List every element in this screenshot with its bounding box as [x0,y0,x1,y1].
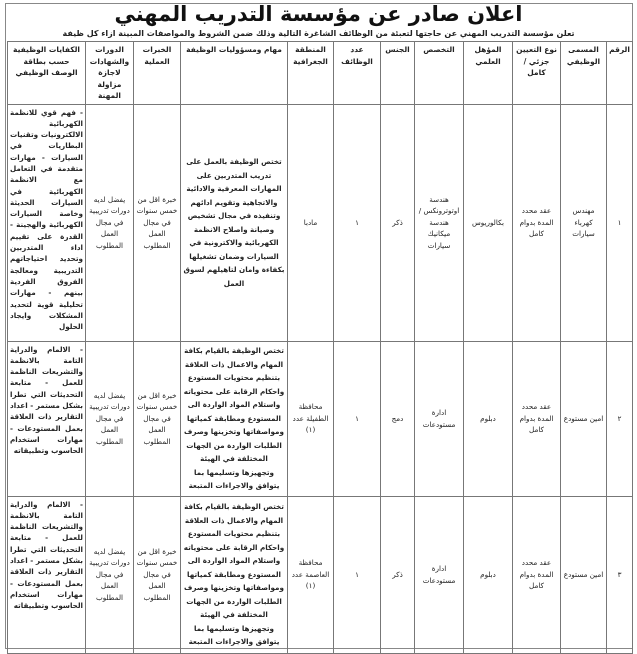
header-tasks: مهام ومسؤوليات الوظيفة [180,41,288,105]
cell-appointment-type: عقد محدد المدة بدوام كامل [512,495,561,654]
jobs-table: الرقم المسمى الوظيفي نوع التعيين جزئي / … [7,41,633,654]
cell-courses: يفضل لديه دورات تدريبية في مجال العمل ال… [85,103,134,342]
page-subtitle: تعلن مؤسسة التدريب المهني عن حاجتها لتعب… [62,29,575,38]
cell-tasks: تختص الوظيفة بالعمل على تدريب المتدربين … [180,103,288,342]
cell-gender: ذكر [380,103,415,342]
header-experience: الخبرات العملية [133,41,181,105]
header-gender: الجنس [380,41,415,105]
header-job-title: المسمى الوظيفي [560,41,607,105]
table-row: ٢ امين مستودع عقد محدد المدة بدوام كامل … [7,340,633,497]
cell-tasks: تختص الوظيفة بالقيام بكافة المهام والاعم… [180,495,288,654]
cell-major: ادارة مستودعات [414,495,464,654]
cell-number: ١ [606,103,633,342]
cell-competencies: - الالمام والدراية التامة بالانظمة والتش… [7,495,86,654]
cell-competencies: - فهم قوي للانظمة الكهربائية الالكترونيا… [7,103,86,342]
table-row: ٣ امين مستودع عقد محدد المدة بدوام كامل … [7,495,633,654]
cell-job-title: امين مستودع [560,340,607,497]
cell-experience: خبرة اقل من خمس سنوات في مجال العمل المط… [133,103,181,342]
header-major: التخصص [414,41,464,105]
table-row: ١ مهندس كهرباء سيارات عقد محدد المدة بدو… [7,103,633,342]
header-courses: الدورات والشهادات لاجازة مزاولة المهنة [85,41,134,105]
cell-major: ادارة مستودعات [414,340,464,497]
cell-region: محافظة العاصمة عدد (١) [287,495,334,654]
cell-gender: ذكر [380,495,415,654]
page-title: اعلان صادر عن مؤسسة التدريب المهني [114,2,523,26]
cell-gender: دمج [380,340,415,497]
cell-competencies: - الالمام والدراية التامة بالانظمة والتش… [7,340,86,497]
table-header: الرقم المسمى الوظيفي نوع التعيين جزئي / … [7,41,633,105]
cell-region: محافظة الطفيلة عدد (١) [287,340,334,497]
cell-number: ٣ [606,495,633,654]
cell-qualification: دبلوم [463,340,513,497]
cell-region: مادبا [287,103,334,342]
cell-appointment-type: عقد محدد المدة بدوام كامل [512,340,561,497]
cell-appointment-type: عقد محدد المدة بدوام كامل [512,103,561,342]
cell-qualification: دبلوم [463,495,513,654]
cell-qualification: بكالوريوس [463,103,513,342]
header-count: عدد الوظائف [333,41,381,105]
cell-number: ٢ [606,340,633,497]
header-qualification: المؤهل العلمي [463,41,513,105]
cell-count: ١ [333,103,381,342]
cell-count: ١ [333,340,381,497]
header-appointment-type: نوع التعيين جزئي / كامل [512,41,561,105]
cell-experience: خبرة اقل من خمس سنوات في مجال العمل المط… [133,495,181,654]
cell-count: ١ [333,495,381,654]
header-competencies: الكفايات الوظيفية حسب بطاقة الوصف الوظيف… [7,41,86,105]
header-number: الرقم [606,41,633,105]
cell-major: هندسة اوتوترونكس / هندسة ميكانيك سيارات [414,103,464,342]
cell-tasks: تختص الوظيفة بالقيام بكافة المهام والاعم… [180,340,288,497]
cell-experience: خبرة اقل من خمس سنوات في مجال العمل المط… [133,340,181,497]
header-region: المنطقة الجغرافية [287,41,334,105]
cell-job-title: مهندس كهرباء سيارات [560,103,607,342]
cell-courses: يفضل لديه دورات تدريبية في مجال العمل ال… [85,495,134,654]
cell-job-title: امين مستودع [560,495,607,654]
cell-courses: يفضل لديه دورات تدريبية في مجال العمل ال… [85,340,134,497]
